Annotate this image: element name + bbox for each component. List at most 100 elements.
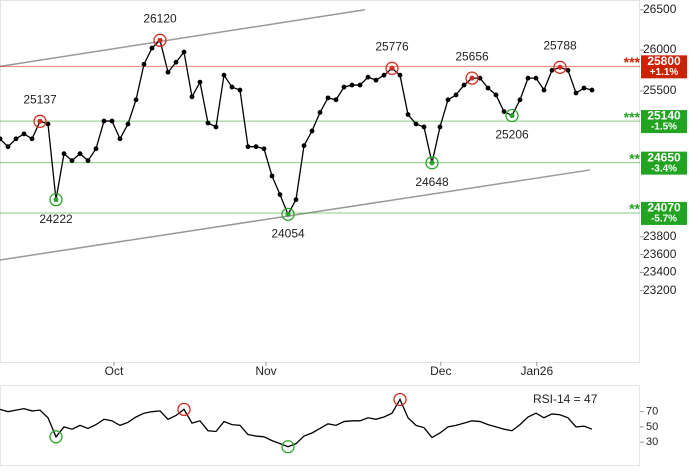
y-tick-label: 70: [646, 406, 658, 418]
y-tick-label: 23400: [643, 265, 677, 279]
annotation-ring: [33, 114, 47, 128]
price-point: [101, 118, 107, 124]
price-point: [413, 121, 419, 127]
price-point: [5, 144, 11, 150]
price-point: [445, 97, 451, 103]
annotation-dot: [389, 65, 395, 71]
level-box: [641, 151, 687, 175]
price-point: [317, 110, 323, 115]
price-point: [421, 124, 427, 130]
rsi-marker: [49, 430, 63, 444]
level-box: [641, 201, 687, 225]
annotation-ring: [553, 60, 567, 74]
annotation-ring: [49, 192, 63, 207]
price-point: [525, 75, 531, 81]
price-point: [125, 121, 131, 127]
price-point: [205, 120, 211, 126]
annotation-label: 24222: [39, 212, 73, 226]
price-point: [133, 97, 139, 103]
x-tick-label: Jan26: [520, 364, 553, 378]
annotation-dot: [557, 64, 563, 70]
price-point: [21, 131, 27, 137]
annotation-ring: [281, 207, 295, 221]
level-value: 24070: [647, 201, 681, 215]
price-point: [581, 85, 587, 91]
annotation-dot: [469, 75, 475, 81]
rsi-marker: [177, 402, 191, 417]
x-tick-label: Dec: [430, 364, 451, 378]
trendline: [0, 9, 365, 68]
price-point: [197, 79, 203, 85]
annotation-label: 25776: [375, 39, 409, 53]
price-point: [213, 124, 219, 130]
price-point: [269, 173, 275, 179]
price-point: [309, 128, 315, 134]
annotation-dot: [157, 37, 163, 43]
y-tick-label: 30: [646, 436, 658, 448]
price-point: [397, 72, 403, 78]
price-point: [45, 121, 51, 127]
price-point: [61, 151, 67, 157]
price-point: [117, 136, 123, 142]
level-value: 24650: [647, 150, 681, 164]
rsi-marker: [393, 392, 407, 407]
price-point: [93, 146, 99, 152]
level-value: 25800: [647, 54, 681, 68]
price-point: [349, 82, 355, 88]
price-point: [541, 87, 547, 93]
price-point: [325, 95, 331, 101]
annotation-dot: [53, 197, 59, 203]
price-point: [333, 97, 339, 103]
price-point: [341, 84, 347, 90]
rsi-title: RSI-14 = 47: [533, 392, 598, 406]
price-point: [549, 67, 555, 73]
price-point: [573, 90, 579, 96]
price-frame: [0, 0, 640, 363]
annotation-dot: [509, 113, 515, 118]
annotation-ring: [505, 108, 519, 123]
price-point: [277, 192, 283, 197]
x-tick-label: Oct: [105, 364, 124, 378]
y-tick-label: 23600: [643, 247, 677, 261]
x-tick-label: Nov: [255, 364, 276, 378]
y-tick-label: 26500: [643, 2, 677, 16]
annotation-dot: [37, 118, 43, 124]
price-point: [533, 75, 539, 81]
level-stars: **: [629, 201, 640, 217]
trendline: [0, 169, 591, 261]
level-change: -3.4%: [651, 163, 677, 174]
price-point: [109, 118, 115, 124]
annotation-label: 24648: [415, 175, 449, 189]
annotation-label: 26120: [143, 11, 177, 25]
price-point: [69, 158, 75, 164]
price-point: [29, 136, 35, 142]
level-change: +1.1%: [650, 67, 679, 78]
annotation-label: 24054: [271, 227, 305, 241]
price-point: [261, 146, 267, 152]
level-stars: **: [629, 150, 640, 166]
price-point: [501, 109, 507, 114]
rsi-frame: [0, 385, 640, 466]
y-tick-label: 25500: [643, 83, 677, 97]
price-point: [437, 124, 443, 130]
price-point: [149, 45, 155, 51]
annotation-ring: [465, 71, 479, 85]
price-point: [181, 49, 187, 55]
price-point: [453, 92, 459, 98]
price-point: [373, 77, 379, 83]
price-point: [477, 75, 483, 81]
annotation-label: 25137: [23, 92, 57, 106]
rsi-marker: [281, 440, 295, 454]
y-tick-label: 23800: [643, 229, 677, 243]
price-line: [0, 398, 593, 448]
y-tick-label: 26000: [643, 42, 677, 56]
price-point: [461, 82, 467, 88]
price-point: [293, 197, 299, 203]
level-stars: ***: [624, 54, 641, 70]
level-box: [641, 110, 687, 134]
price-point: [365, 74, 371, 80]
price-point: [0, 136, 3, 142]
level-change: -5.7%: [651, 214, 677, 225]
